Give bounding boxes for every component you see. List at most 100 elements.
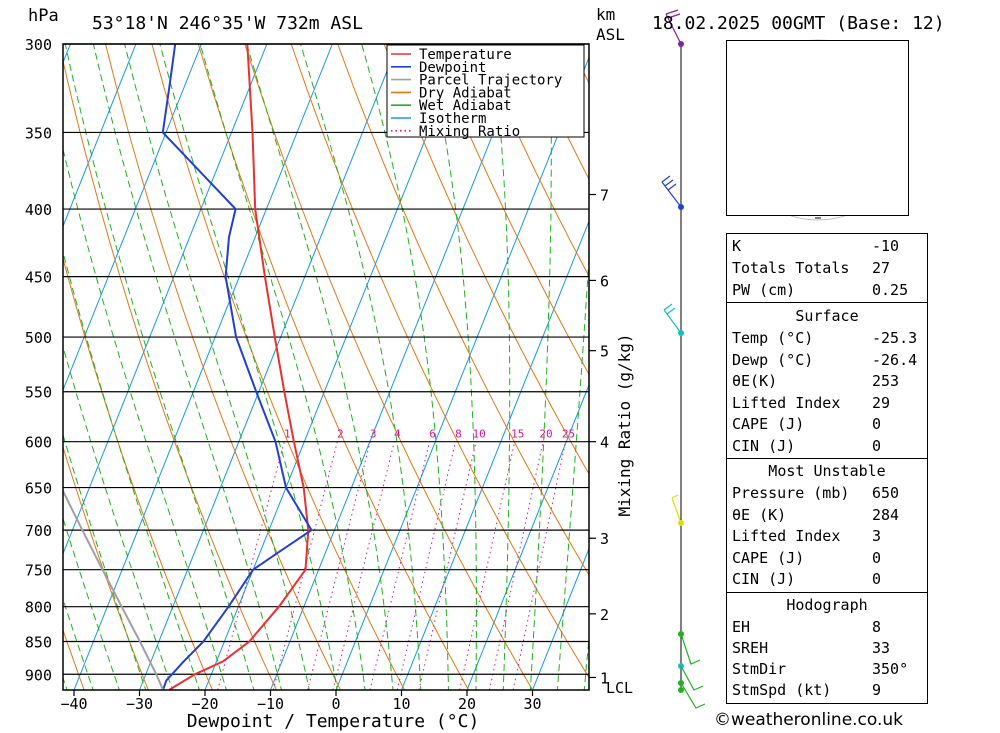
surface-dewp-row: Dewp (°C) -26.4 <box>732 351 918 369</box>
surface-li-row: Lifted Index 29 <box>732 394 891 412</box>
hodograph-frame <box>726 40 909 216</box>
wet-adiabat-line <box>64 44 255 690</box>
dry-adiabat-line <box>197 44 470 690</box>
wind-barb-icon <box>661 175 682 208</box>
mixing-ratio-label: 25 <box>562 428 575 441</box>
surface-temp-value: -25.3 <box>872 329 918 347</box>
wind-level-dot <box>678 687 684 693</box>
eh-value: 8 <box>872 618 882 636</box>
x-tick-label: 30 <box>523 695 541 713</box>
surface-title: Surface <box>795 307 859 325</box>
dry-adiabat-line <box>63 445 149 690</box>
wet-adiabat-line <box>491 44 511 690</box>
height-ref-label: ASL <box>596 25 625 44</box>
pressure-tick-label: 400 <box>25 201 52 219</box>
legend-label: Temperature <box>419 47 512 63</box>
wet-adiabat-line <box>426 44 477 690</box>
height-tick-label: 3 <box>600 530 609 548</box>
wet-adiabat-line <box>300 44 422 690</box>
plot-frame <box>62 43 590 691</box>
dry-adiabat-line <box>151 44 405 690</box>
mixing-ratio-line <box>512 441 566 690</box>
mixing-ratio-label: 10 <box>472 428 485 441</box>
mixing-ratio-label: 4 <box>394 428 401 441</box>
surface-cape-row: CAPE (J) 0 <box>732 415 882 433</box>
wet-adiabat-line <box>556 250 589 690</box>
wet-adiabat-line <box>159 44 338 690</box>
mixing-ratio-label: 8 <box>455 428 462 441</box>
legend-label: Isotherm <box>419 111 486 127</box>
isotherm-line <box>466 383 589 690</box>
mixing-ratio-line <box>459 441 516 690</box>
mixing-ratio-label: 15 <box>511 428 524 441</box>
isotherm-line <box>63 44 137 228</box>
wind-barb-icon <box>671 494 682 524</box>
background-lines <box>0 44 1000 690</box>
mu-li-row: Lifted Index 3 <box>732 527 882 545</box>
surface-li-value: 29 <box>872 394 891 412</box>
mixing-ratio-label: 6 <box>429 428 436 441</box>
mu-cin-row: CIN (J) 0 <box>732 570 882 588</box>
wind-barb-icon <box>663 303 682 334</box>
dry-adiabat-line <box>290 44 589 679</box>
mixing-ratio-line <box>217 441 285 690</box>
mu-theta-value: 284 <box>872 506 900 524</box>
x-tick-label: −40 <box>60 695 87 713</box>
hodograph-stats-panel: Hodograph EH 8 SREH 33 StmDir 350° StmSpd (… <box>726 592 928 704</box>
pressure-tick-label: 550 <box>25 384 52 402</box>
wet-adiabat-line <box>124 44 310 690</box>
isotherm-line <box>63 44 268 556</box>
wet-adiabat-line <box>92 44 282 690</box>
wet-adiabat-line <box>63 516 120 690</box>
mu-pressure-row: Pressure (mb) 650 <box>732 484 900 502</box>
isotherm-line <box>204 44 464 690</box>
most-unstable-panel: Most Unstable Pressure (mb) 650 θE (K) 284… <box>726 458 928 593</box>
wet-adiabat-line <box>63 147 227 690</box>
dry-adiabat-line <box>0 44 20 690</box>
mu-cape-row: CAPE (J) 0 <box>732 549 882 567</box>
wet-adiabat-line <box>199 44 366 690</box>
surface-theta-value: 253 <box>872 372 900 390</box>
credit-link[interactable]: ©weatheronline.co.uk <box>714 710 904 730</box>
mixing-ratio-label: 3 <box>370 428 377 441</box>
height-tick-label: LCL <box>606 679 633 697</box>
parcel-trajectory-series-line <box>63 488 165 690</box>
dry-adiabat-line <box>63 256 213 690</box>
dewpoint-series-line <box>161 44 313 690</box>
legend-label: Dewpoint <box>419 60 486 76</box>
wind-barb-icon <box>680 633 706 709</box>
eh-row: EH 8 <box>732 618 882 636</box>
dry-adiabat-line <box>383 44 589 475</box>
dry-adiabat-line <box>988 44 1000 690</box>
legend-label: Wet Adiabat <box>419 98 512 114</box>
isotherm-line <box>0 44 5 690</box>
totals-value: 27 <box>872 259 891 277</box>
temperature-series-line <box>168 44 310 690</box>
mixing-ratio-line <box>396 441 456 690</box>
profiles <box>63 44 313 690</box>
dry-adiabat-line <box>105 44 341 690</box>
isotherm-line <box>532 547 589 690</box>
hodograph-stats-title: Hodograph <box>786 596 868 614</box>
height-tick-label: 5 <box>600 343 609 361</box>
wind-barb-icon <box>665 9 682 45</box>
datetime-title: 18.02.2025 00GMT (Base: 12) <box>652 13 945 34</box>
x-tick-label: 20 <box>458 695 476 713</box>
mixing-ratio-label: 20 <box>539 428 552 441</box>
x-tick-label: −30 <box>126 695 153 713</box>
mu-theta-row: θE (K) 284 <box>732 506 900 524</box>
indices-panel: K -10 Totals Totals 27 PW (cm) 0.25 <box>726 233 928 303</box>
pressure-tick-label: 450 <box>25 269 52 287</box>
mu-cape-value: 0 <box>872 549 882 567</box>
pressure-tick-label: 700 <box>25 522 52 540</box>
pressure-tick-label: 900 <box>25 666 52 684</box>
surface-temp-row: Temp (°C) -25.3 <box>732 329 918 347</box>
wet-adiabat-line <box>63 597 94 690</box>
wet-adiabat-line <box>246 44 394 690</box>
legend-label: Parcel Trajectory <box>419 73 562 89</box>
pressure-tick-label: 750 <box>25 562 52 580</box>
mu-cin-value: 0 <box>872 570 882 588</box>
totals-row: Totals Totals 27 <box>732 259 891 277</box>
